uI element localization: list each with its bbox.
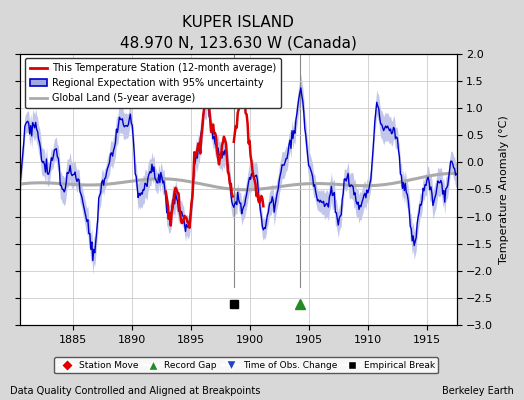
Title: KUPER ISLAND
48.970 N, 123.630 W (Canada): KUPER ISLAND 48.970 N, 123.630 W (Canada… xyxy=(120,15,357,51)
Y-axis label: Temperature Anomaly (°C): Temperature Anomaly (°C) xyxy=(499,115,509,264)
Legend: Station Move, Record Gap, Time of Obs. Change, Empirical Break: Station Move, Record Gap, Time of Obs. C… xyxy=(54,357,438,374)
Text: Berkeley Earth: Berkeley Earth xyxy=(442,386,514,396)
Legend: This Temperature Station (12-month average), Regional Expectation with 95% uncer: This Temperature Station (12-month avera… xyxy=(25,58,281,108)
Text: Data Quality Controlled and Aligned at Breakpoints: Data Quality Controlled and Aligned at B… xyxy=(10,386,261,396)
